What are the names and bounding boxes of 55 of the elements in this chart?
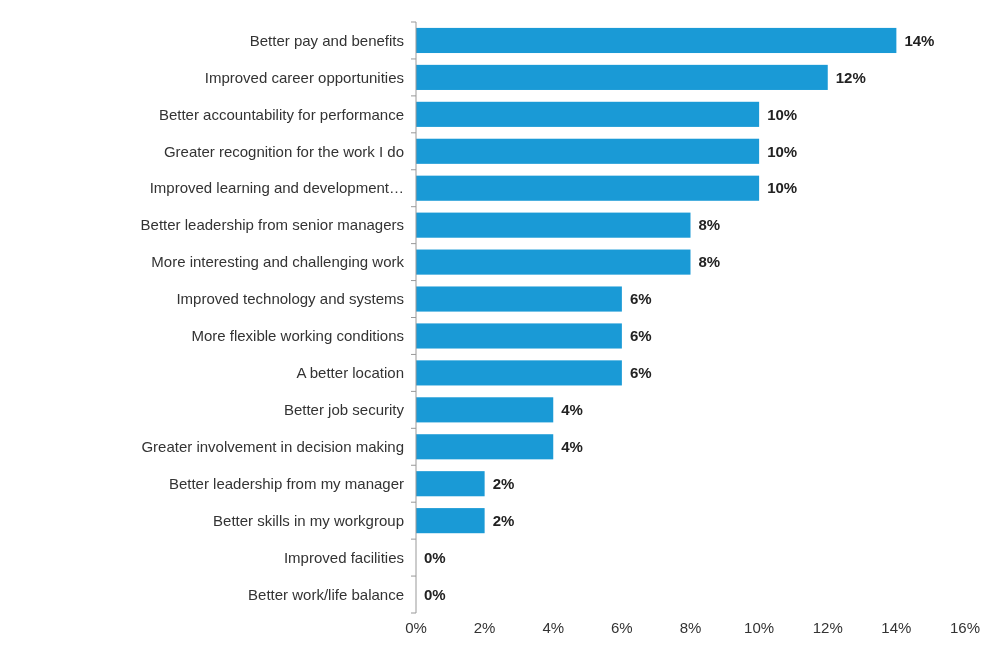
data-label: 10% (767, 179, 798, 197)
y-tick-label: Greater involvement in decision making (141, 438, 404, 456)
bar (416, 27, 897, 54)
x-tick-label: 10% (744, 619, 775, 636)
y-tick-label: More flexible working conditions (191, 327, 404, 345)
y-tick-label: Better accountability for performance (158, 105, 404, 123)
y-tick-label: Improved technology and systems (176, 290, 404, 308)
data-label: 8% (698, 253, 721, 271)
y-tick-label: Better leadership from my manager (168, 474, 404, 492)
data-label: 10% (767, 142, 798, 160)
bar (416, 323, 622, 349)
y-tick-label: Better work/life balance (248, 585, 404, 603)
x-tick-label: 12% (812, 619, 843, 636)
bar (416, 286, 622, 312)
bar (416, 397, 554, 423)
bar (416, 360, 622, 386)
y-tick-label: Improved learning and development… (149, 179, 404, 197)
x-tick-label: 6% (611, 619, 633, 636)
bar (416, 212, 691, 238)
x-tick-label: 16% (949, 619, 981, 636)
data-label: 2% (492, 511, 515, 529)
bar (416, 101, 760, 127)
bar (416, 471, 485, 497)
data-label: 0% (424, 548, 446, 566)
y-tick-label: Better pay and benefits (249, 31, 404, 49)
bar (416, 249, 691, 275)
y-tick-label: Better leadership from senior managers (140, 216, 404, 234)
bar (416, 434, 554, 460)
x-tick-label: 14% (881, 619, 912, 636)
y-tick-label: Improved career opportunities (204, 68, 404, 86)
y-tick-label: Greater recognition for the work I do (163, 142, 404, 160)
x-tick-label: 8% (679, 619, 702, 636)
bar (416, 508, 485, 534)
bar (416, 64, 828, 90)
data-label: 10% (767, 105, 798, 123)
y-tick-label: Better job security (283, 401, 405, 419)
data-label: 0% (424, 585, 446, 603)
data-label: 14% (904, 31, 935, 49)
y-tick-label: Better skills in my workgroup (213, 511, 404, 529)
bar (416, 138, 760, 164)
bar (416, 175, 760, 201)
data-label: 8% (698, 216, 721, 234)
x-tick-label: 0% (405, 619, 427, 636)
x-tick-label: 4% (542, 619, 565, 636)
y-tick-label: More interesting and challenging work (151, 253, 405, 271)
data-label: 2% (492, 474, 515, 492)
data-label: 12% (835, 68, 866, 86)
data-label: 6% (629, 290, 652, 308)
data-label: 4% (561, 438, 583, 456)
x-tick-label: 2% (473, 619, 496, 636)
data-label: 6% (629, 364, 652, 382)
data-label: 6% (629, 327, 652, 345)
data-label: 4% (561, 401, 583, 419)
y-tick-label: Improved facilities (283, 548, 404, 566)
y-tick-label: A better location (296, 364, 404, 382)
